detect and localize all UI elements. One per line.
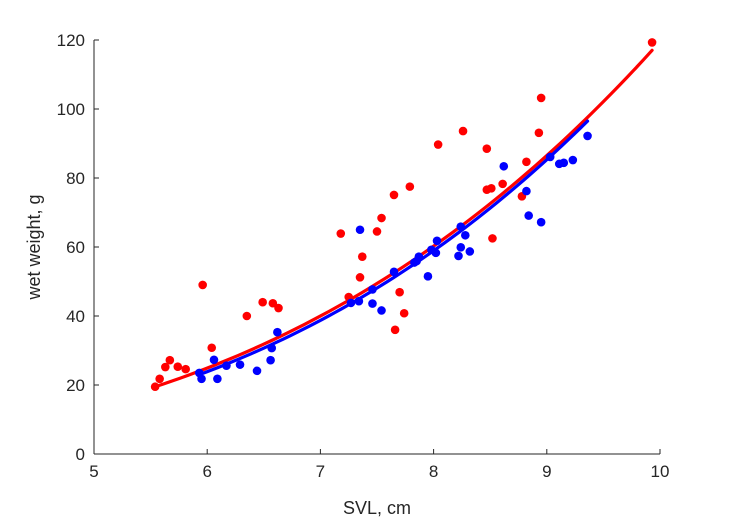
data-point-series-1 <box>274 303 283 313</box>
data-point-series-1 <box>536 93 546 103</box>
data-point-series-2 <box>423 272 433 281</box>
data-point-series-1 <box>534 128 544 138</box>
x-tick-label: 8 <box>429 462 438 481</box>
y-tick-label: 120 <box>57 31 85 50</box>
data-point-series-1 <box>482 144 492 153</box>
x-ticks: 5 6 7 8 9 10 <box>89 449 669 481</box>
data-point-series-1 <box>395 287 404 297</box>
data-point-series-1 <box>405 182 415 191</box>
y-tick-label: 100 <box>57 100 85 119</box>
data-point-series-2 <box>197 374 206 384</box>
data-point-series-1 <box>268 298 278 308</box>
data-point-series-1 <box>522 157 531 167</box>
data-point-series-1 <box>488 234 497 243</box>
data-point-series-2 <box>273 327 282 337</box>
data-point-series-1 <box>458 126 468 136</box>
data-point-series-1 <box>498 179 507 189</box>
y-axis-label: wet weight, g <box>24 194 44 300</box>
x-tick-label: 7 <box>316 462 325 481</box>
data-point-series-1 <box>161 362 170 372</box>
x-tick-label: 10 <box>651 462 670 481</box>
y-ticks: 0 20 40 60 80 100 120 <box>57 31 99 464</box>
data-points <box>150 38 657 392</box>
data-point-series-2 <box>252 366 262 376</box>
x-tick-label: 5 <box>89 462 98 481</box>
data-point-series-1 <box>336 229 346 238</box>
fit-curve-series-1 <box>153 48 654 389</box>
x-axis-label: SVL, cm <box>343 498 411 518</box>
data-point-series-1 <box>377 213 386 223</box>
data-point-series-2 <box>368 299 377 308</box>
data-point-series-2 <box>465 247 475 256</box>
data-point-series-2 <box>368 285 377 294</box>
data-point-series-2 <box>209 355 219 365</box>
data-point-series-1 <box>647 38 657 47</box>
data-point-series-1 <box>207 343 217 353</box>
fit-curve-series-2 <box>197 119 590 377</box>
data-point-series-2 <box>432 236 442 246</box>
data-point-series-2 <box>456 222 466 231</box>
data-point-series-1 <box>390 325 400 335</box>
x-tick-label: 9 <box>542 462 551 481</box>
data-point-series-2 <box>536 217 546 227</box>
data-point-series-2 <box>235 360 245 369</box>
data-point-series-2 <box>222 361 231 370</box>
data-point-series-2 <box>354 296 364 306</box>
data-point-series-1 <box>198 280 207 290</box>
data-point-series-2 <box>545 152 555 162</box>
y-tick-label: 0 <box>76 445 85 464</box>
x-tick-label: 6 <box>202 462 211 481</box>
y-tick-label: 40 <box>66 307 85 326</box>
y-tick-label: 80 <box>66 169 85 188</box>
data-point-series-2 <box>267 343 277 353</box>
data-point-series-1 <box>372 227 382 236</box>
data-point-series-1 <box>258 297 267 307</box>
data-point-series-2 <box>568 155 578 165</box>
data-point-series-1 <box>150 382 160 392</box>
data-point-series-1 <box>357 252 367 261</box>
y-tick-label: 20 <box>66 376 85 395</box>
data-point-series-1 <box>487 184 496 193</box>
data-point-series-2 <box>559 158 569 168</box>
fit-curves <box>153 48 654 389</box>
data-point-series-2 <box>522 186 531 196</box>
data-point-series-2 <box>454 251 463 261</box>
data-point-series-2 <box>213 374 222 384</box>
data-point-series-2 <box>461 230 470 240</box>
y-tick-label: 60 <box>66 238 85 257</box>
data-point-series-1 <box>355 273 365 282</box>
data-point-series-2 <box>456 243 466 252</box>
data-point-series-2 <box>583 131 592 141</box>
data-point-series-2 <box>346 298 356 308</box>
data-point-series-2 <box>499 161 509 171</box>
data-point-series-1 <box>173 362 183 372</box>
data-point-series-2 <box>524 211 533 220</box>
data-point-series-1 <box>399 308 409 318</box>
data-point-series-1 <box>389 190 399 200</box>
data-point-series-1 <box>165 355 175 365</box>
data-point-series-2 <box>389 267 399 277</box>
data-point-series-2 <box>266 355 275 365</box>
data-point-series-2 <box>414 252 424 261</box>
data-point-series-1 <box>181 364 190 374</box>
axes <box>93 40 660 455</box>
data-point-series-2 <box>377 306 386 315</box>
data-point-series-1 <box>242 311 252 321</box>
data-point-series-2 <box>355 225 365 235</box>
data-point-series-1 <box>433 140 443 149</box>
data-point-series-1 <box>155 374 164 384</box>
data-point-series-2 <box>431 248 441 258</box>
